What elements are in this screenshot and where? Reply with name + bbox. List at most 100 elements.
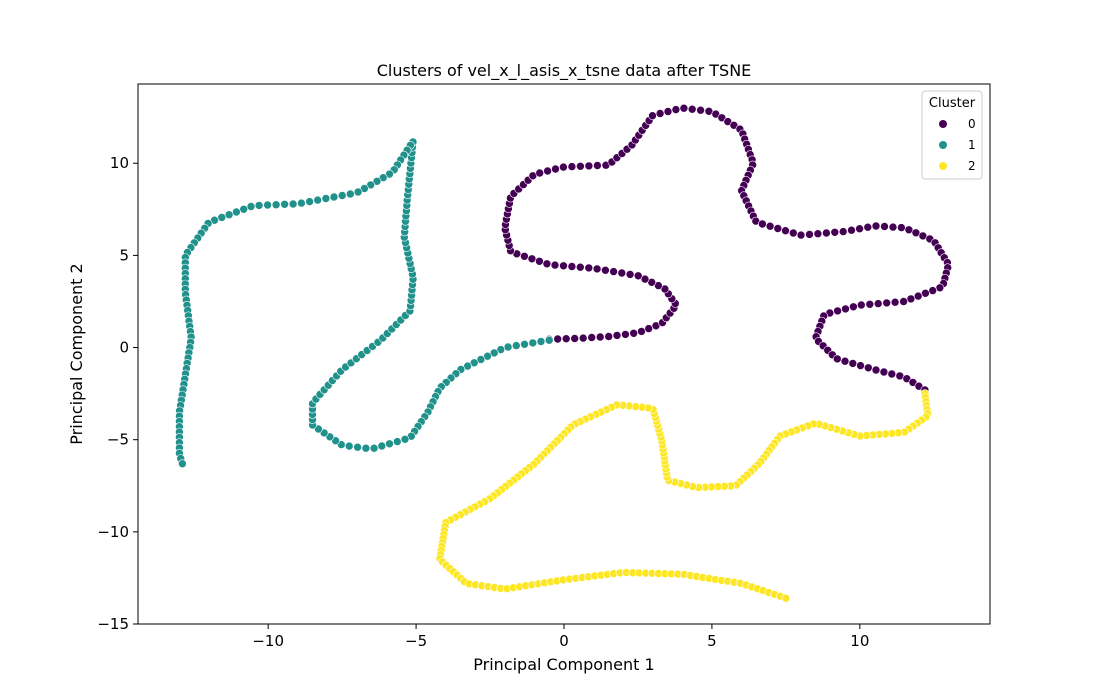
legend-marker-2	[939, 162, 947, 170]
cluster-0-point	[595, 332, 605, 342]
x-tick-label: −5	[405, 632, 427, 650]
cluster-0-point	[899, 297, 908, 306]
cluster-0-point	[897, 223, 906, 232]
cluster-1-point	[329, 192, 339, 202]
cluster-1-point	[536, 337, 546, 346]
cluster-0-point	[888, 222, 898, 232]
cluster-0-point	[612, 331, 622, 340]
cluster-1-point	[344, 441, 354, 451]
scatter-points	[175, 103, 953, 603]
cluster-0-point	[625, 270, 635, 279]
cluster-2-point	[781, 593, 791, 603]
cluster-0-point	[913, 291, 923, 301]
y-axis-label: Principal Component 2	[67, 263, 86, 444]
cluster-1-point	[263, 200, 272, 210]
cluster-0-point	[882, 298, 892, 308]
y-tick-label: −15	[97, 615, 129, 633]
cluster-1-point	[392, 437, 402, 446]
cluster-0-point	[871, 221, 881, 231]
cluster-0-point	[637, 327, 646, 336]
cluster-0-point	[911, 228, 921, 238]
cluster-0-point	[856, 300, 866, 310]
cluster-0-point	[567, 162, 577, 171]
cluster-0-point	[679, 103, 689, 113]
cluster-0-point	[822, 228, 831, 238]
cluster-0-point	[906, 294, 916, 304]
cluster-0-point	[879, 367, 889, 377]
cluster-0-point	[601, 265, 610, 275]
cluster-0-point	[848, 359, 858, 368]
cluster-0-point	[576, 162, 585, 171]
cluster-1-point	[520, 339, 529, 349]
cluster-1-point	[297, 198, 306, 208]
plot-area	[138, 84, 990, 624]
cluster-1-point	[544, 335, 554, 345]
cluster-0-point	[609, 267, 618, 276]
cluster-1-point	[353, 442, 362, 452]
cluster-1-point	[337, 191, 347, 200]
cluster-0-point	[592, 264, 602, 274]
x-tick-label: 0	[559, 632, 569, 650]
cluster-0-point	[559, 261, 568, 271]
legend-box	[921, 90, 983, 180]
cluster-1-point	[288, 199, 298, 209]
cluster-1-point	[353, 187, 363, 197]
cluster-0-point	[788, 228, 798, 238]
y-axis-ticks: −15 −10 −5 0 5 10	[97, 154, 138, 633]
cluster-0-point	[567, 262, 577, 271]
cluster-0-point	[880, 222, 889, 231]
cluster-0-point	[871, 365, 881, 375]
cluster-1-point	[377, 441, 387, 451]
cluster-0-point	[543, 166, 552, 176]
cluster-1-point	[361, 443, 371, 453]
cluster-0-point	[575, 262, 585, 272]
x-tick-label: 10	[850, 632, 869, 650]
cluster-1-point	[239, 205, 248, 214]
cluster-0-point	[847, 225, 856, 235]
cluster-1-point	[321, 194, 331, 203]
cluster-0-point	[629, 328, 639, 338]
y-tick-label: −5	[107, 431, 129, 449]
cluster-0-point	[781, 226, 790, 235]
cluster-0-point	[863, 363, 873, 373]
cluster-0-point	[833, 306, 842, 316]
cluster-0-point	[542, 259, 552, 269]
cluster-0-point	[855, 224, 864, 233]
y-tick-label: −10	[97, 523, 129, 541]
cluster-1-point	[271, 200, 281, 209]
cluster-0-point	[805, 230, 814, 239]
cluster-0-point	[633, 271, 643, 281]
cluster-1-point	[224, 210, 234, 219]
cluster-0-point	[865, 299, 875, 309]
legend-label-2: 2	[968, 159, 976, 173]
cluster-0-point	[587, 333, 597, 342]
cluster-1-point	[345, 189, 355, 199]
cluster-1-point	[511, 341, 521, 350]
cluster-0-point	[584, 161, 594, 171]
y-tick-label: 10	[110, 154, 129, 172]
cluster-1-point	[385, 439, 394, 449]
cluster-0-point	[813, 229, 823, 238]
cluster-0-point	[644, 324, 654, 333]
cluster-0-point	[584, 263, 594, 273]
cluster-0-point	[873, 299, 883, 308]
cluster-0-point	[758, 219, 767, 229]
cluster-0-point	[663, 107, 673, 116]
cluster-0-point	[890, 297, 900, 307]
cluster-0-point	[696, 105, 705, 115]
cluster-0-point	[655, 109, 665, 118]
y-tick-label: 5	[119, 246, 129, 264]
cluster-0-point	[838, 227, 848, 236]
cluster-0-point	[765, 221, 775, 231]
cluster-0-point	[593, 161, 602, 170]
cluster-0-point	[796, 230, 806, 240]
cluster-1-point	[305, 197, 314, 206]
legend-label-0: 0	[968, 117, 976, 131]
cluster-1-point	[254, 201, 264, 210]
cluster-0-point	[671, 105, 681, 114]
cluster-0-point	[935, 283, 945, 293]
cluster-1-point	[280, 200, 289, 209]
cluster-0-point	[621, 330, 630, 339]
cluster-0-point	[773, 224, 783, 233]
cluster-0-point	[832, 354, 842, 364]
